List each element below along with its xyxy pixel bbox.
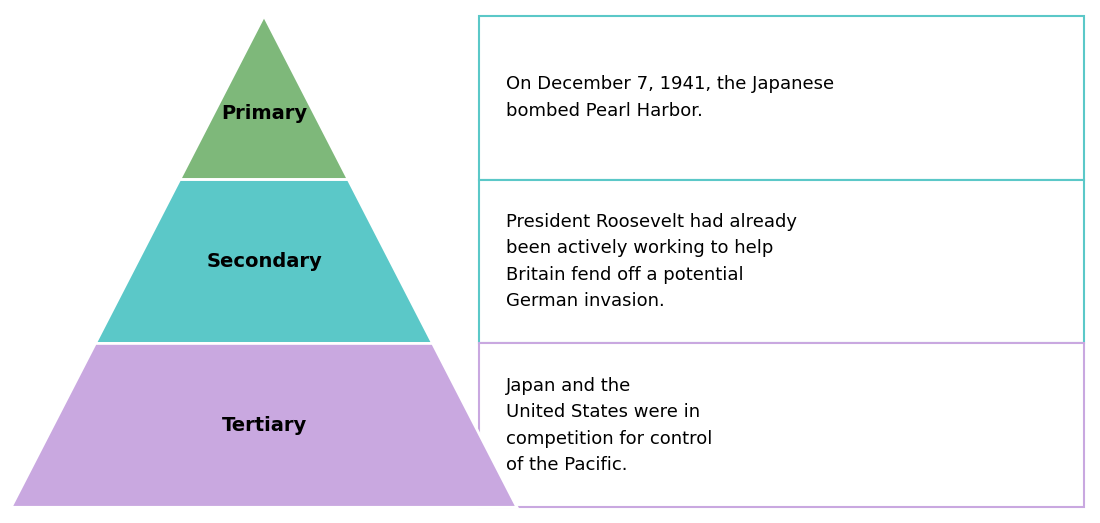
Polygon shape xyxy=(179,16,349,179)
Text: Japan and the
United States were in
competition for control
of the Pacific.: Japan and the United States were in comp… xyxy=(506,377,713,474)
Text: Primary: Primary xyxy=(221,104,307,123)
Bar xyxy=(478,344,1084,507)
Text: On December 7, 1941, the Japanese
bombed Pearl Harbor.: On December 7, 1941, the Japanese bombed… xyxy=(506,75,834,120)
Bar xyxy=(478,179,1084,344)
Polygon shape xyxy=(96,179,432,344)
Text: Tertiary: Tertiary xyxy=(221,416,307,435)
Bar xyxy=(478,16,1084,179)
Text: Secondary: Secondary xyxy=(206,252,322,271)
Polygon shape xyxy=(11,344,517,507)
Text: President Roosevelt had already
been actively working to help
Britain fend off a: President Roosevelt had already been act… xyxy=(506,213,798,310)
